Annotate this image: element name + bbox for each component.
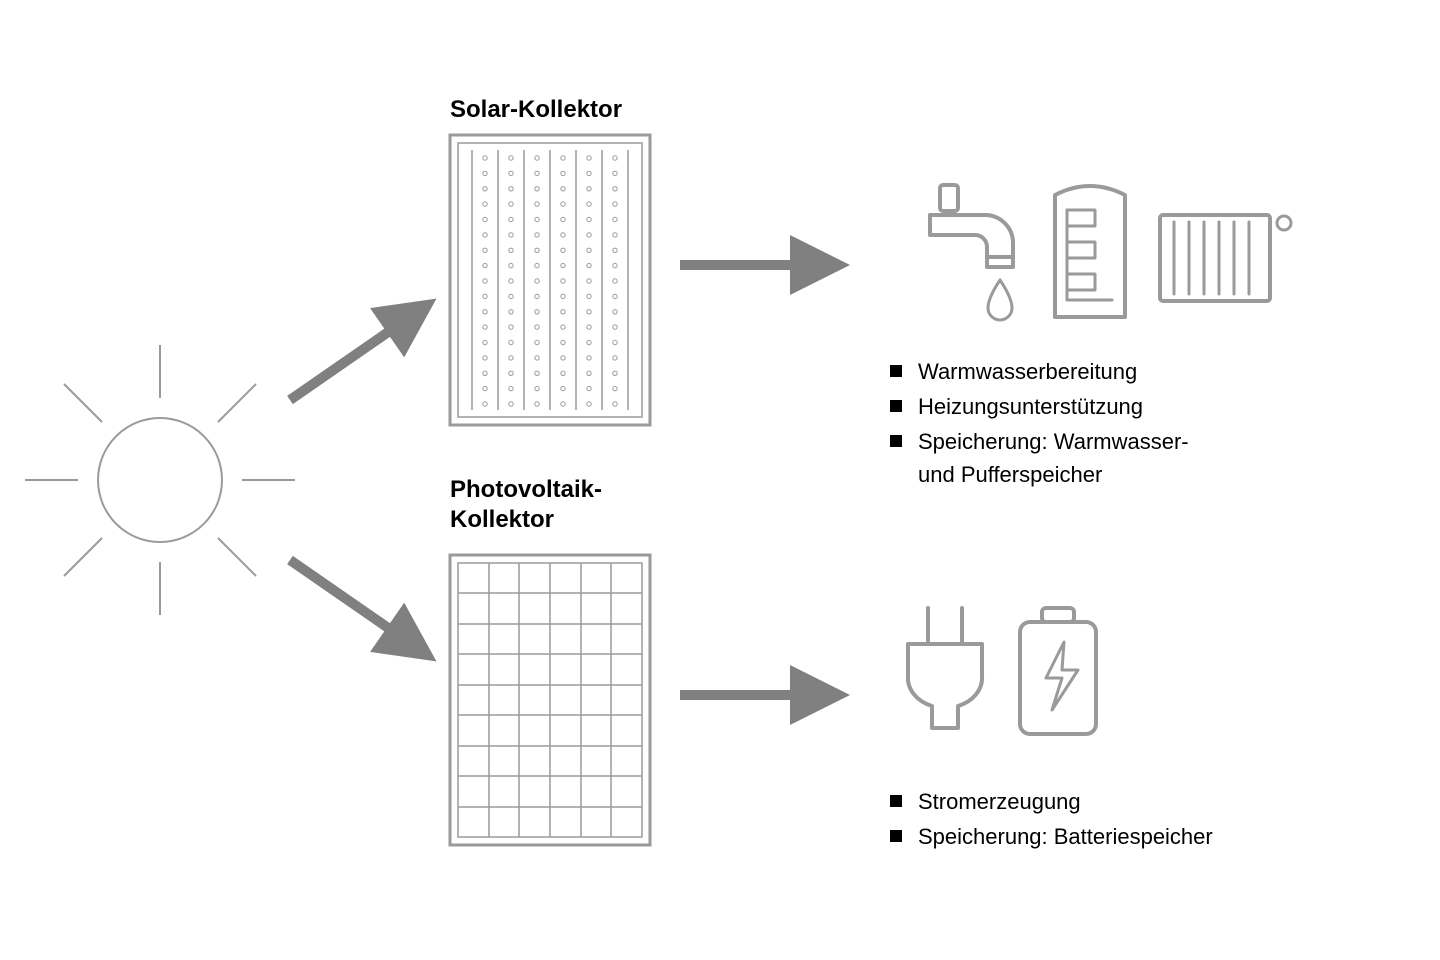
thermal-bullets: WarmwasserbereitungHeizungsunterstützung…: [890, 355, 1310, 493]
list-item: Warmwasserbereitung: [890, 355, 1310, 388]
battery-icon: [1020, 608, 1096, 734]
solar-collector-label: Solar-Kollektor: [450, 95, 622, 125]
thermal-output-icons: [930, 185, 1291, 320]
arrow-sun-to-solar: [290, 310, 420, 400]
diagram-container: Solar-Kollektor Photovoltaik- Kollektor …: [0, 0, 1440, 960]
pv-label-line2: Kollektor: [450, 506, 554, 533]
list-item: Speicherung: Warmwasser-und Pufferspeich…: [890, 425, 1310, 491]
sun-icon: [25, 345, 295, 615]
pv-output-icons: [908, 608, 1096, 734]
arrow-sun-to-pv: [290, 560, 420, 650]
plug-icon: [908, 608, 982, 728]
list-item: Heizungsunterstützung: [890, 390, 1310, 423]
list-item: Stromerzeugung: [890, 785, 1330, 818]
solar-collector-panel: [450, 135, 650, 425]
water-heater-icon: [1055, 186, 1125, 317]
faucet-icon: [930, 185, 1013, 320]
pv-label-line1: Photovoltaik-: [450, 476, 602, 503]
pv-collector-label: Photovoltaik- Kollektor: [450, 475, 602, 535]
list-item: Speicherung: Batteriespeicher: [890, 820, 1330, 853]
pv-collector-panel: [450, 555, 650, 845]
pv-bullets: StromerzeugungSpeicherung: Batteriespeic…: [890, 785, 1330, 855]
radiator-icon: [1160, 215, 1291, 301]
